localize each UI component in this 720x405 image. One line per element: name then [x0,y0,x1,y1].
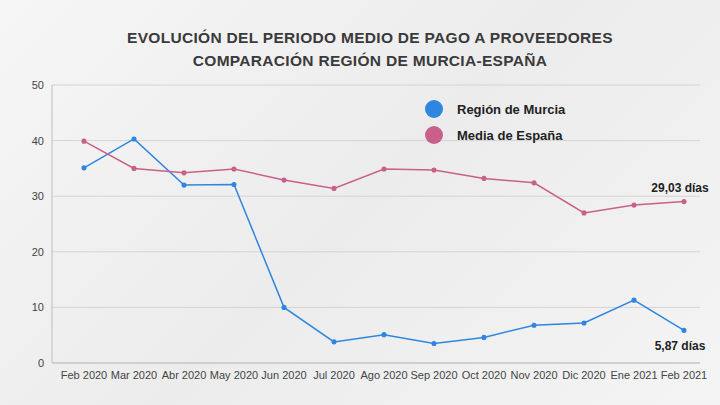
svg-text:May 2020: May 2020 [210,369,258,381]
html-text:Región de Murcia: Región de Murcia [457,101,566,117]
svg-text:Mar 2020: Mar 2020 [111,369,157,381]
svg-text:Feb 2021: Feb 2021 [661,369,707,381]
html-text:EVOLUCIÓN DEL PERIODO MEDIO DE: EVOLUCIÓN DEL PERIODO MEDIO DE PAGO A PR… [127,29,613,46]
svg-text:Ago 2020: Ago 2020 [360,369,407,381]
svg-text:Dic 2020: Dic 2020 [562,369,605,381]
svg-text:40: 40 [32,135,44,147]
svg-text:0: 0 [38,357,44,369]
svg-text:20: 20 [32,246,44,258]
svg-text:Ene 2021: Ene 2021 [610,369,657,381]
svg-text:10: 10 [32,301,44,313]
html-text:Media de España: Media de España [457,127,563,143]
svg-text:50: 50 [32,79,44,91]
svg-text:Sep 2020: Sep 2020 [410,369,457,381]
svg-text:5,87 días: 5,87 días [655,339,706,353]
svg-text:30: 30 [32,190,44,202]
svg-text:Nov 2020: Nov 2020 [510,369,557,381]
svg-text:29,03 días: 29,03 días [651,181,709,195]
svg-text:Jun 2020: Jun 2020 [261,369,306,381]
html-text:COMPARACIÓN REGIÓN DE MURCIA-E: COMPARACIÓN REGIÓN DE MURCIA-ESPAÑA [192,52,548,69]
svg-text:Feb 2020: Feb 2020 [61,369,107,381]
svg-text:Abr 2020: Abr 2020 [162,369,207,381]
svg-text:Oct 2020: Oct 2020 [462,369,507,381]
svg-text:Jul 2020: Jul 2020 [313,369,355,381]
